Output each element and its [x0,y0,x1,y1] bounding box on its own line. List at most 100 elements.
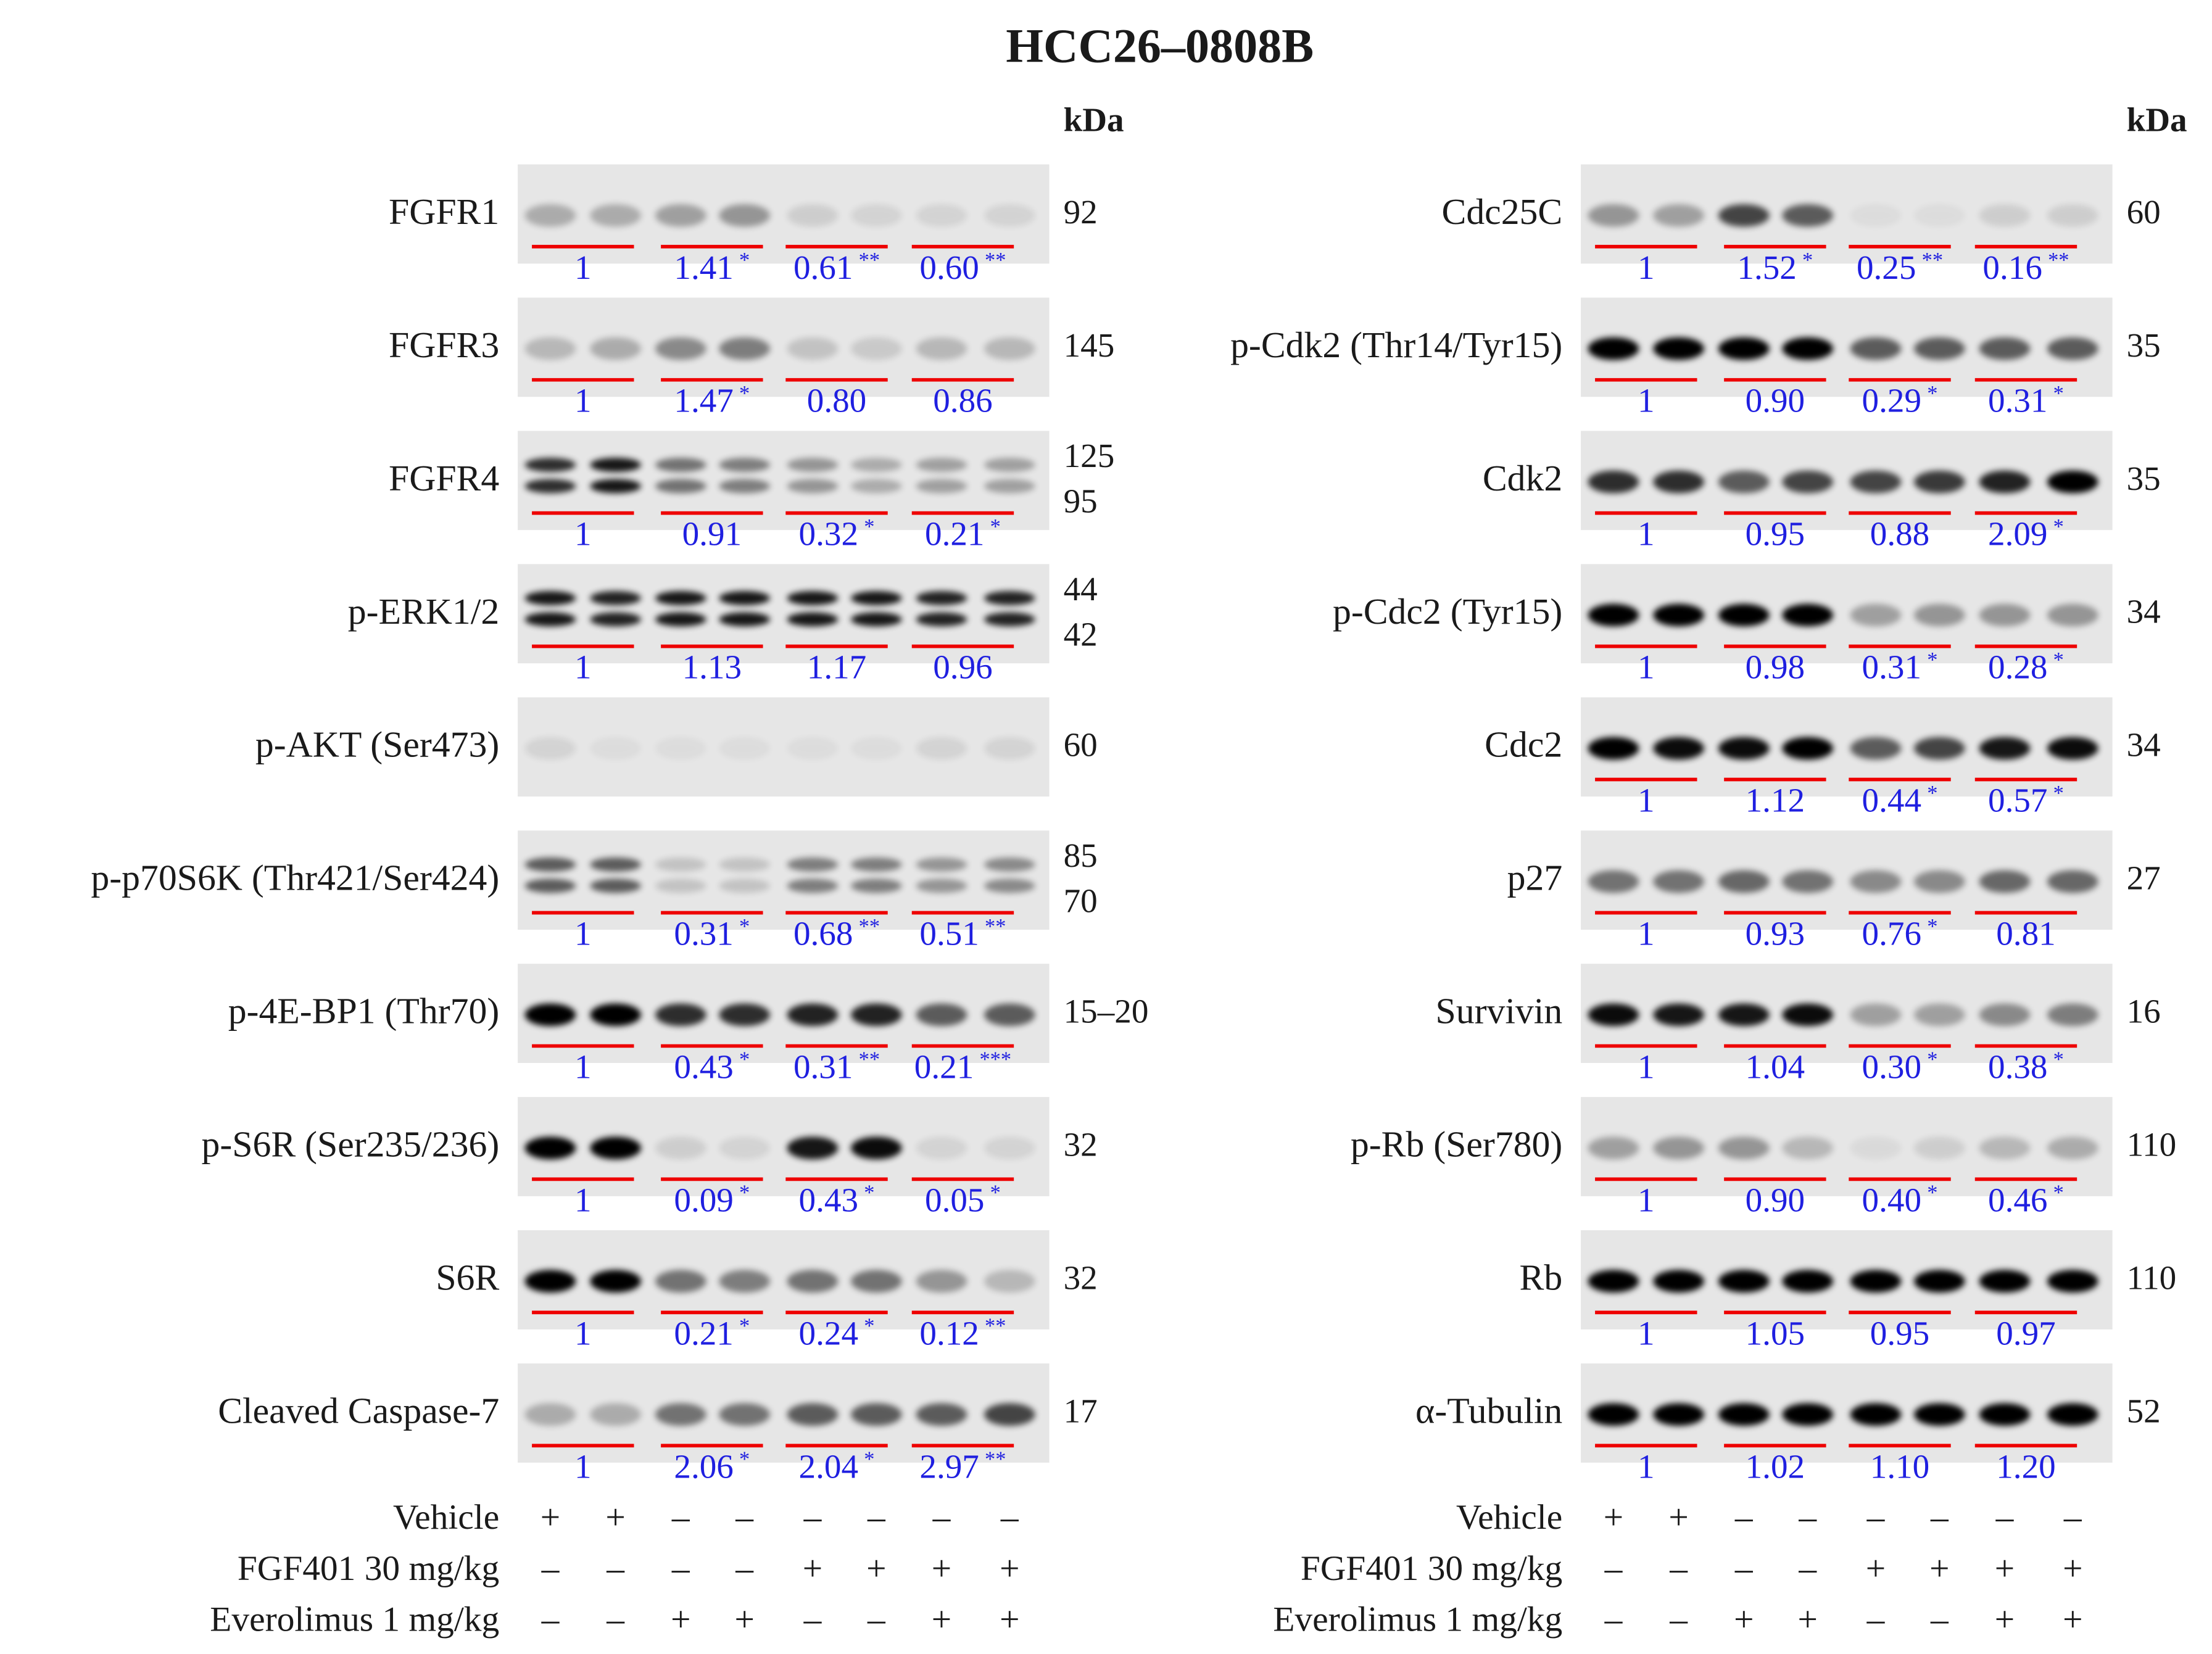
band [984,479,1035,494]
band [590,590,641,605]
band [524,1270,576,1293]
quant-value: 0.40 * [1862,1181,1938,1218]
band [1913,337,1965,360]
quant-value: 1 [574,1447,592,1485]
band [984,1403,1035,1426]
treatment-sign: + [1866,1549,1886,1588]
significance: * [739,1447,750,1471]
kda-value: 17 [1064,1392,1098,1429]
quant-number: 1 [574,914,592,952]
kda-value: 95 [1064,482,1098,520]
kda-value: 92 [1064,193,1098,231]
band [524,612,576,627]
protein-label: Rb [1520,1257,1563,1298]
significance: ** [985,1447,1006,1471]
band [1850,870,1902,893]
band [1782,870,1834,893]
quant-number: 0.97 [1996,1314,2055,1352]
significance: ** [1922,249,1943,272]
band [1653,1270,1704,1293]
band [590,1403,641,1426]
band [850,857,902,872]
band [787,1270,839,1293]
band [1588,1136,1639,1160]
kda-value: 27 [2127,859,2161,897]
band [524,590,576,605]
quant-value: 1 [1638,515,1655,552]
band [1850,1270,1902,1293]
quant-value: 0.21 *** [914,1048,1011,1085]
quant-value: 1 [1638,1181,1655,1218]
quant-number: 0.98 [1746,648,1805,685]
quant-number: 1 [574,1314,592,1352]
kda-value: 145 [1064,326,1115,364]
kda-value: 70 [1064,882,1098,919]
treatment-label: FGF401 30 mg/kg [238,1549,499,1588]
significance: * [864,1447,874,1471]
significance: * [864,515,874,539]
quant-value: 0.43 * [674,1048,750,1085]
quant-number: 0.68 [793,914,853,952]
band [524,1403,576,1426]
quant-number: 0.90 [1746,1181,1805,1218]
band [1979,737,2031,760]
treatment-sign: + [1000,1549,1019,1588]
band [590,737,641,760]
protein-label: FGFR4 [389,458,499,498]
treatment-sign: + [1995,1549,2015,1588]
band [1913,737,1965,760]
kda-value: 15–20 [1064,993,1149,1030]
band [1850,1403,1902,1426]
treatment-sign: – [1930,1600,1949,1639]
significance: ** [2048,249,2069,272]
band [719,857,771,872]
quant-number: 1 [1638,381,1655,419]
protein-label: Cdk2 [1483,458,1562,498]
quant-value: 1.17 [807,648,866,685]
band [590,612,641,627]
band [1588,1270,1639,1293]
band [850,1270,902,1293]
quant-value: 1 [1638,781,1655,819]
band [719,1136,771,1160]
band [984,857,1035,872]
quant-number: 0.91 [682,515,742,552]
quant-number: 1.13 [682,648,742,685]
quant-value: 1 [574,1181,592,1218]
band [524,479,576,494]
treatment-sign: + [932,1600,951,1639]
band [1979,1003,2031,1027]
quant-number: 0.46 [1988,1181,2047,1218]
treatment-sign: + [1797,1600,1817,1639]
band [1653,1403,1704,1426]
kda-value: 110 [2127,1259,2177,1296]
quant-number: 1 [1638,515,1655,552]
band [1588,337,1639,360]
band [1653,470,1704,494]
quant-value: 1 [574,381,592,419]
significance: ** [985,249,1006,272]
quant-value: 1 [574,1314,592,1352]
band [1979,1403,2031,1426]
band [916,857,967,872]
quant-value: 1 [1638,1048,1655,1085]
quant-value: 1 [574,648,592,685]
treatment-sign: – [606,1549,625,1588]
band [1913,1403,1965,1426]
significance: * [864,1315,874,1338]
quant-number: 0.93 [1746,914,1805,952]
band [1979,1270,2031,1293]
quant-value: 1 [574,1048,592,1085]
kda-value: 32 [1064,1126,1098,1164]
band [655,737,706,760]
band [1653,337,1704,360]
quant-number: 0.31 [1988,381,2047,419]
band [655,612,706,627]
protein-label: p-Cdc2 (Tyr15) [1333,591,1562,632]
significance: * [1927,782,1937,805]
band [787,879,839,893]
band [524,857,576,872]
quant-value: 0.38 * [1988,1048,2064,1085]
quant-value: 1 [574,914,592,952]
band [719,458,771,473]
